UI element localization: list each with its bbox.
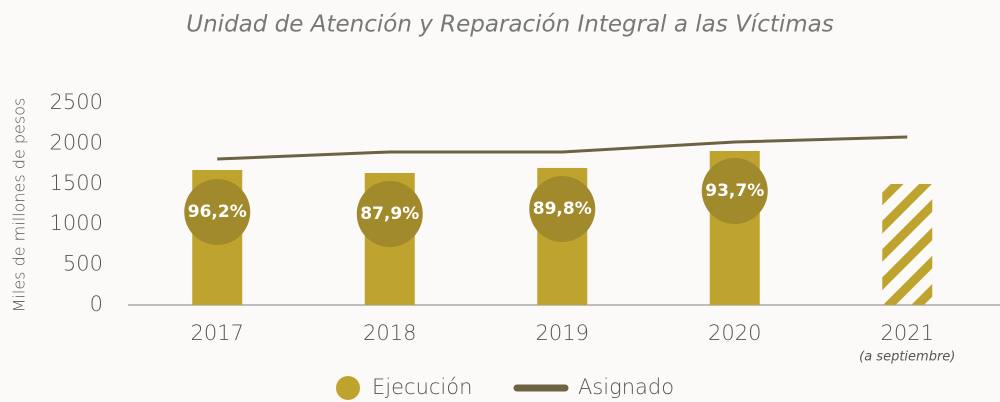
y-tick-label: 2000	[50, 130, 103, 154]
x-tick-label: 2017	[191, 321, 244, 345]
legend-swatch	[336, 376, 360, 400]
x-tick-label: 2021	[881, 321, 934, 345]
legend-label: Ejecución	[372, 375, 472, 399]
rate-label: 87,9%	[360, 204, 419, 224]
x-tick-note: (a septiembre)	[859, 350, 955, 365]
rate-label: 89,8%	[533, 199, 592, 219]
y-axis-label: Miles de millones de pesos	[10, 98, 29, 313]
rate-badge	[184, 179, 251, 245]
rate-label: 93,7%	[705, 181, 764, 201]
rate-badge	[356, 181, 423, 247]
y-tick-label: 1000	[50, 211, 103, 235]
x-tick-label: 2019	[536, 321, 589, 345]
rate-badge	[701, 158, 768, 224]
rate-badge	[529, 176, 596, 242]
rate-label: 96,2%	[188, 202, 247, 222]
legend-label: Asignado	[578, 375, 674, 399]
line	[217, 135, 908, 161]
chart-title: Unidad de Atención y Reparación Integral…	[186, 12, 833, 38]
x-tick-label: 2018	[363, 321, 416, 345]
y-tick-label: 0	[90, 292, 103, 316]
bar	[882, 183, 933, 305]
y-tick-label: 1500	[50, 171, 103, 195]
y-tick-label: 500	[63, 252, 103, 276]
y-tick-label: 2500	[50, 90, 103, 114]
x-tick-label: 2020	[708, 321, 761, 345]
